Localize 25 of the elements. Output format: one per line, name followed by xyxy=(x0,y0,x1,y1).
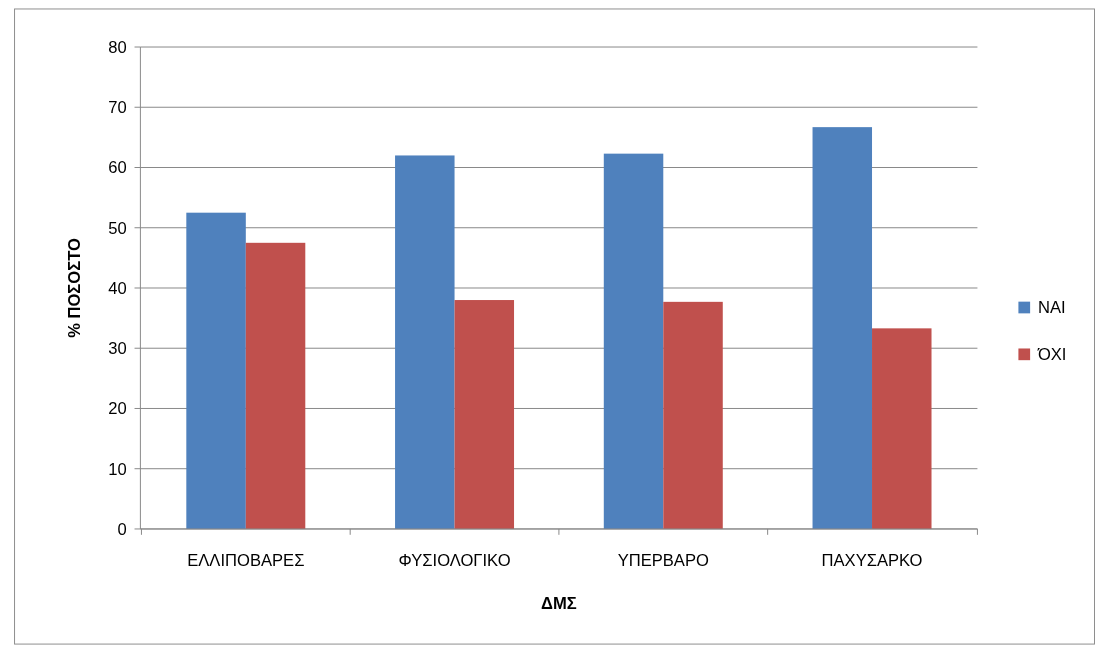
legend-label: ΌΧΙ xyxy=(1036,345,1067,365)
y-tick-label: 0 xyxy=(117,519,127,539)
y-axis-title: % ΠΟΣΟΣΤΟ xyxy=(64,238,84,338)
y-tick-label: 60 xyxy=(108,158,127,178)
bar xyxy=(663,301,723,529)
bar xyxy=(603,153,664,529)
y-tick-label: 20 xyxy=(108,399,127,419)
bar xyxy=(186,212,246,529)
bar xyxy=(812,127,873,529)
bar xyxy=(245,242,306,529)
y-tick-label: 40 xyxy=(108,278,127,298)
bar xyxy=(395,155,455,529)
y-tick-label: 10 xyxy=(108,459,127,479)
y-tick-label: 80 xyxy=(108,37,127,57)
y-tick-label: 50 xyxy=(108,218,127,238)
y-tick-label: 30 xyxy=(108,339,127,359)
x-tick-label: ΕΛΛΙΠΟΒΑΡΕΣ xyxy=(187,551,305,571)
bar xyxy=(454,300,515,529)
bar xyxy=(872,328,932,529)
legend-label: ΝΑΙ xyxy=(1037,298,1066,318)
x-tick-label: ΥΠΕΡΒΑΡΟ xyxy=(617,551,709,571)
x-axis-title: ΔΜΣ xyxy=(541,593,577,613)
x-tick-label: ΦΥΣΙΟΛΟΓΙΚΟ xyxy=(398,551,511,571)
y-tick-label: 70 xyxy=(108,98,127,118)
x-tick-label: ΠΑΧΥΣΑΡΚΟ xyxy=(821,551,923,571)
